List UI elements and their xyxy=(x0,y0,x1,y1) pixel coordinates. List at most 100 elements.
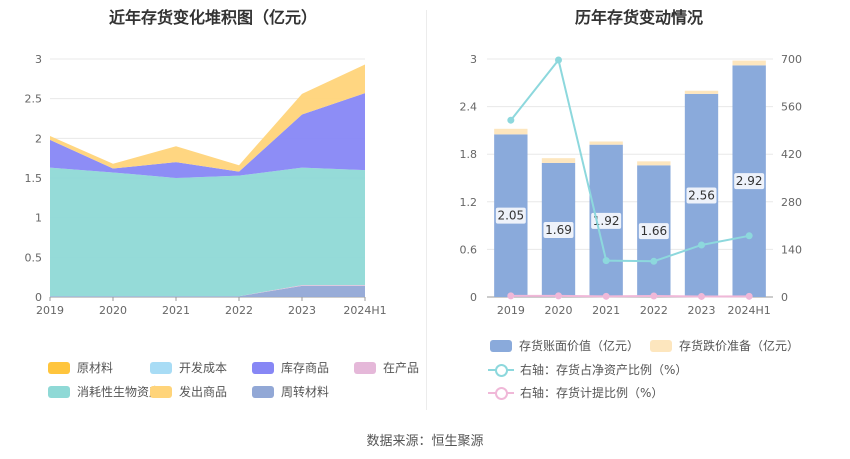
data-label-bg xyxy=(638,223,669,240)
legend-item[interactable]: 开发成本 xyxy=(150,359,227,376)
legend-item[interactable]: 库存商品 xyxy=(252,359,329,376)
legend-label-line1: 右轴：存货占净资产比例（%） xyxy=(520,363,688,377)
legend-item-line1[interactable]: 右轴：存货占净资产比例（%） xyxy=(488,361,687,378)
y-tick-label: 0.5 xyxy=(25,251,43,264)
line-net-asset-ratio-point xyxy=(650,257,658,265)
y-tick-label: 0.6 xyxy=(460,243,478,256)
line-provision-ratio-point xyxy=(602,292,610,300)
legend-label: 开发成本 xyxy=(179,361,228,375)
legend-label-bar2: 存货跌价准备（亿元） xyxy=(679,339,800,353)
y2-tick-label: 280 xyxy=(781,196,802,209)
line-net-asset-ratio xyxy=(510,57,750,263)
line-provision-ratio-point xyxy=(698,292,705,300)
line-net-asset-ratio-point xyxy=(745,232,753,240)
legend-swatch xyxy=(252,361,274,374)
line-provision-ratio xyxy=(510,294,750,298)
y2-tick-label: 0 xyxy=(781,291,788,304)
data-label-bg xyxy=(543,221,574,238)
bar-line-chart: 0 0.6 1.2 1.8 2.4 3 0 140 280 420 560 700 2019 2020 20… xyxy=(460,53,803,317)
x-tick-label: 2020 xyxy=(545,304,573,317)
y-tick-label: 3 xyxy=(470,53,477,66)
legend-label: 消耗性生物资产 xyxy=(77,385,162,399)
legend-item-bar2[interactable]: 存货跌价准备（亿元） xyxy=(650,337,799,354)
legend-item-line2[interactable]: 右轴：存货计提比例（%） xyxy=(488,384,663,401)
stacked-area-chart-panel: 近年存货变化堆积图（亿元） 0 0.5 1 1.5 2 2.5 3 2019 2020 2021 2… xyxy=(0,0,426,420)
bar-impairment xyxy=(494,128,528,135)
bar-data-label: 1.66 xyxy=(640,224,667,238)
bar-impairment xyxy=(684,90,719,94)
right-chart-title: 历年存货变动情况 xyxy=(574,8,703,27)
legend-swatch-line2 xyxy=(488,386,514,400)
legend-label-line2: 右轴：存货计提比例（%） xyxy=(520,386,664,400)
legend-item-bar1[interactable]: 存货账面价值（亿元） xyxy=(490,337,639,354)
y-tick-label: 1.5 xyxy=(25,172,43,185)
bar-data-label: 2.05 xyxy=(497,209,524,223)
legend-label-bar1: 存货账面价值（亿元） xyxy=(519,339,640,353)
legend-swatch xyxy=(150,385,172,398)
y-tick-label: 1.8 xyxy=(460,148,478,161)
legend-swatch-bar1 xyxy=(490,339,512,352)
line-provision-ratio-point xyxy=(555,292,562,300)
y2-tick-label: 700 xyxy=(781,53,802,66)
x-tick-label: 2021 xyxy=(592,304,620,317)
legend-label: 原材料 xyxy=(77,361,114,375)
bar-data-label: 2.92 xyxy=(736,174,763,188)
x-tick-label: 2024H1 xyxy=(343,304,386,317)
legend-label: 在产品 xyxy=(383,361,420,375)
y-tick-label: 2.5 xyxy=(25,93,43,106)
bar-impairment xyxy=(589,141,623,145)
legend-item[interactable]: 原材料 xyxy=(48,359,113,376)
y-tick-label: 1.2 xyxy=(460,196,478,209)
legend-swatch xyxy=(150,361,172,374)
data-label-bg xyxy=(734,173,765,190)
legend-swatch xyxy=(252,385,274,398)
area-series xyxy=(50,93,365,178)
bar-impairment xyxy=(637,161,671,166)
bar-data-label: 2.56 xyxy=(688,188,715,202)
data-label-bg xyxy=(686,187,717,204)
y-tick-label: 1 xyxy=(35,212,42,225)
line-provision-ratio-point xyxy=(507,292,515,300)
left-chart-title: 近年存货变化堆积图（亿元） xyxy=(108,8,317,27)
legend-item[interactable]: 消耗性生物资产 xyxy=(48,383,161,400)
legend-swatch xyxy=(48,385,70,398)
data-label-bg xyxy=(495,207,526,224)
legend-swatch xyxy=(354,361,376,374)
y2-tick-label: 560 xyxy=(781,101,802,114)
y-tick-label: 2.4 xyxy=(460,101,478,114)
x-tick-label: 2019 xyxy=(497,304,525,317)
line-net-asset-ratio-point xyxy=(698,241,705,249)
y-tick-label: 2 xyxy=(35,132,42,145)
legend-item[interactable]: 周转材料 xyxy=(252,383,329,400)
x-tick-label: 2019 xyxy=(36,304,64,317)
y2-tick-label: 140 xyxy=(781,243,802,256)
x-tick-label: 2024H1 xyxy=(728,304,771,317)
panel-divider xyxy=(426,10,427,410)
y-tick-label: 3 xyxy=(35,53,42,66)
data-source-note: 数据来源：恒生聚源 xyxy=(366,434,484,449)
legend-swatch-bar2 xyxy=(650,339,672,352)
x-tick-label: 2023 xyxy=(688,304,716,317)
line-net-asset-ratio-point xyxy=(507,116,515,124)
area-series xyxy=(50,285,365,297)
x-tick-label: 2023 xyxy=(288,304,316,317)
legend-swatch-line1 xyxy=(488,363,514,377)
line-provision-ratio-point xyxy=(745,292,753,300)
legend-item[interactable]: 发出商品 xyxy=(150,383,227,400)
y2-tick-label: 420 xyxy=(781,148,802,161)
bar-impairment xyxy=(732,60,766,66)
y-tick-label: 0 xyxy=(470,291,477,304)
area-series xyxy=(50,167,365,297)
stacked-area-chart: 0 0.5 1 1.5 2 2.5 3 2019 2020 2021 2022 2023 2024H1 xyxy=(25,53,387,317)
x-tick-label: 2021 xyxy=(162,304,190,317)
legend-label: 发出商品 xyxy=(179,385,228,399)
line-provision-ratio-point xyxy=(650,292,658,300)
bar-data-label: 1.69 xyxy=(545,223,572,237)
legend-label: 周转材料 xyxy=(281,385,330,399)
legend-item[interactable]: 在产品 xyxy=(354,359,419,376)
line-net-asset-ratio-point xyxy=(602,257,610,265)
legend-swatch xyxy=(48,361,70,374)
bar-impairment xyxy=(541,158,576,163)
line-net-asset-ratio-point xyxy=(555,56,562,64)
bar-line-chart-panel: 历年存货变动情况 0 0.6 1.2 1.8 2.4 3 0 140 280 420 560 700 2… xyxy=(428,0,850,420)
